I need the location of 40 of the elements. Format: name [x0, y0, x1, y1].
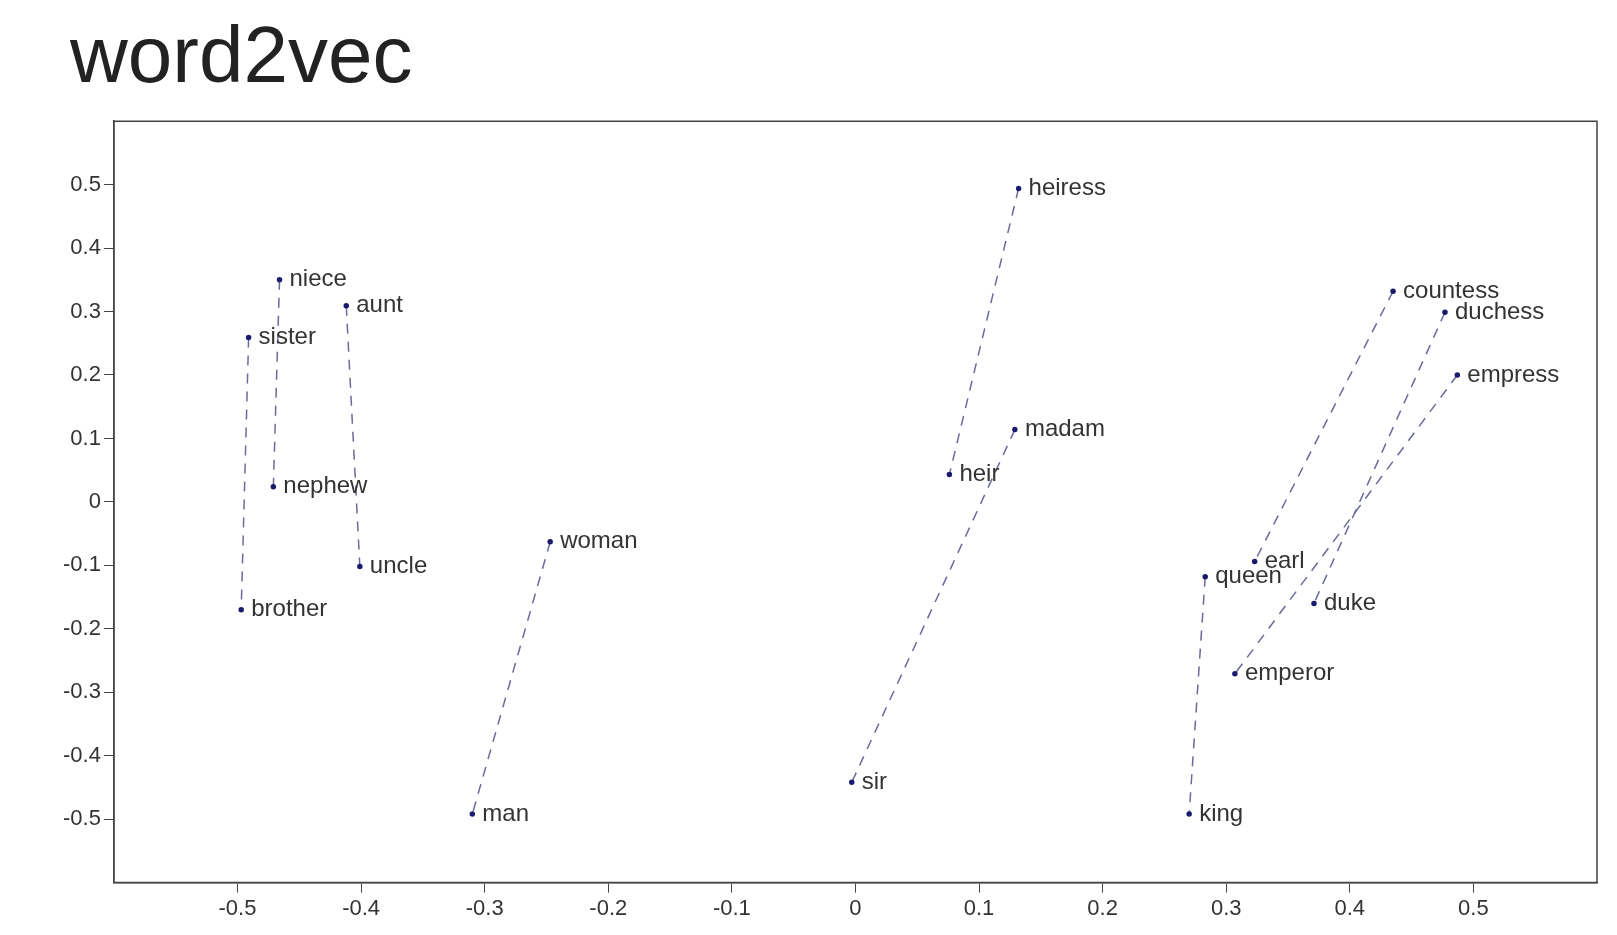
annotation: woman — [559, 526, 638, 554]
annotation: king — [1199, 798, 1244, 826]
y-tick-label: 0.4 — [70, 234, 101, 260]
annotation: countess — [1403, 275, 1500, 303]
annotation: heiress — [1028, 173, 1106, 201]
y-tick-label: -0.3 — [62, 678, 101, 704]
x-tick-label: -0.4 — [342, 894, 381, 920]
annotation: duke — [1323, 588, 1377, 616]
annotation: man — [482, 798, 530, 826]
x-tick-label: 0.3 — [1210, 894, 1242, 920]
annotation: nephew — [283, 471, 369, 499]
y-tick-label: -0.2 — [62, 614, 101, 640]
chart-title: word2vec — [69, 9, 414, 101]
y-tick-label: -0.5 — [62, 805, 101, 831]
y-tick-label: 0.2 — [70, 361, 101, 387]
y-tick-label: 0.5 — [70, 170, 101, 196]
annotation: emperor — [1244, 658, 1335, 686]
y-tick-label: -0.1 — [62, 551, 101, 577]
annotation: sir — [861, 766, 888, 794]
x-tick-label: -0.3 — [465, 894, 504, 920]
annotation: aunt — [356, 290, 404, 318]
x-tick-label: 0.1 — [963, 894, 995, 920]
y-tick-label: -0.4 — [62, 741, 101, 767]
annotation: brother — [251, 594, 328, 622]
x-tick-label: -0.1 — [712, 894, 751, 920]
annotation: madam — [1024, 414, 1105, 442]
annotation: heir — [959, 459, 1000, 487]
y-tick-label: 0.1 — [70, 424, 101, 450]
annotation: sister — [258, 322, 316, 350]
annotation: niece — [289, 264, 347, 292]
x-tick-label: 0 — [849, 894, 862, 920]
y-tick-label: 0 — [88, 487, 101, 513]
x-tick-label: 0.2 — [1087, 894, 1118, 920]
x-tick-label: -0.2 — [589, 894, 628, 920]
x-tick-label: 0.4 — [1334, 894, 1366, 920]
annotation: uncle — [369, 551, 428, 579]
x-tick-label: -0.5 — [218, 894, 257, 920]
annotation: empress — [1467, 359, 1560, 387]
x-tick-label: 0.5 — [1458, 894, 1489, 920]
y-tick-label: 0.3 — [70, 297, 101, 323]
